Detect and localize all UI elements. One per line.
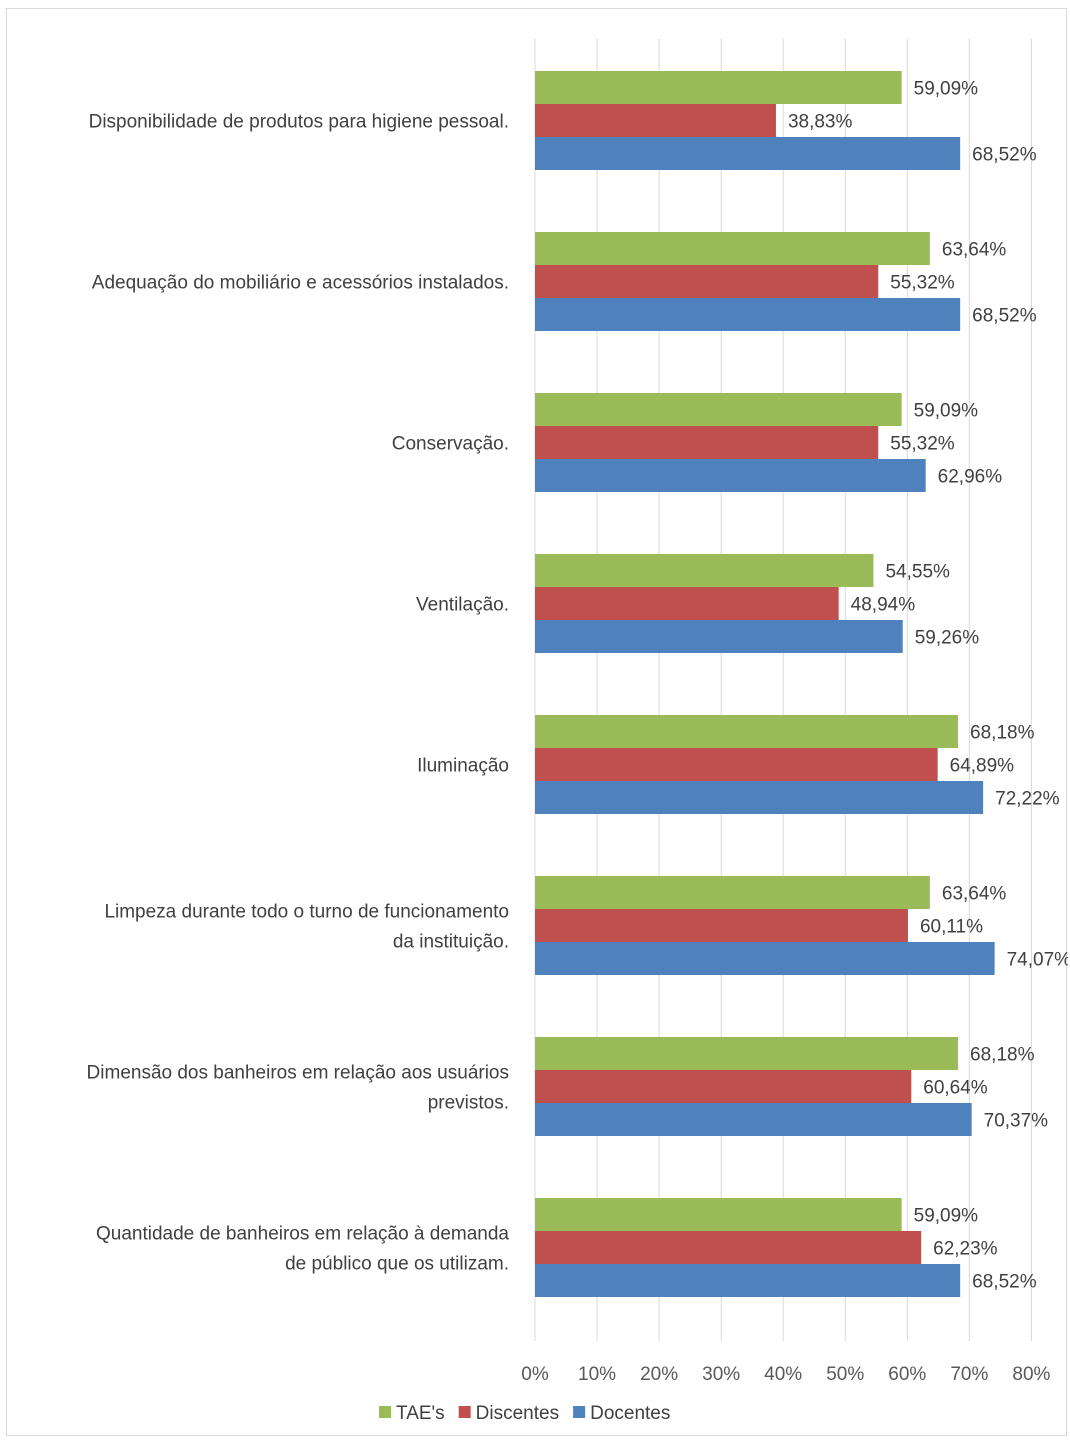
bar bbox=[535, 781, 984, 814]
category-label: Dimensão dos banheiros em relação aos us… bbox=[87, 1063, 509, 1084]
category-labels: Disponibilidade de produtos para higiene… bbox=[87, 112, 510, 1275]
bar-chart: 59,09% 38,83% 68,52% 63,64% 55,32% 68,52% 59,0… bbox=[87, 39, 1068, 1424]
data-label: 68,18% bbox=[970, 723, 1035, 744]
data-label: 60,64% bbox=[923, 1078, 988, 1099]
category-label: Quantidade de banheiros em relação à dem… bbox=[96, 1224, 509, 1245]
chart-frame: 59,09% 38,83% 68,52% 63,64% 55,32% 68,52% 59,0… bbox=[6, 8, 1068, 1436]
data-label: 70,37% bbox=[984, 1111, 1049, 1132]
category-label: de público que os utilizam. bbox=[285, 1254, 509, 1275]
data-label: 68,52% bbox=[972, 145, 1037, 166]
data-label: 68,52% bbox=[972, 306, 1037, 327]
x-tick-label: 60% bbox=[888, 1364, 926, 1385]
category-label: Iluminação bbox=[417, 756, 509, 777]
category-label: Adequação do mobiliário e acessórios ins… bbox=[92, 273, 509, 294]
x-axis-ticks: 0% 10% 20% 30% 40% 50% 60% 70% 80% bbox=[521, 1364, 1050, 1385]
data-label: 74,07% bbox=[1007, 950, 1068, 971]
data-label: 63,64% bbox=[942, 240, 1007, 261]
bars bbox=[535, 71, 995, 1297]
bar bbox=[535, 71, 902, 104]
data-label: 63,64% bbox=[942, 884, 1007, 905]
bar bbox=[535, 232, 930, 265]
bar bbox=[535, 1070, 912, 1103]
bar bbox=[535, 459, 926, 492]
x-tick-label: 80% bbox=[1012, 1364, 1050, 1385]
bar bbox=[535, 909, 908, 942]
bar bbox=[535, 748, 938, 781]
data-label: 62,96% bbox=[938, 467, 1003, 488]
bar bbox=[535, 620, 903, 653]
x-tick-label: 70% bbox=[950, 1364, 988, 1385]
bar bbox=[535, 1037, 959, 1070]
x-tick-label: 10% bbox=[578, 1364, 616, 1385]
x-tick-label: 20% bbox=[640, 1364, 678, 1385]
legend-label: Docentes bbox=[590, 1403, 670, 1424]
legend-swatch bbox=[379, 1406, 391, 1418]
category-label: Ventilação. bbox=[416, 595, 509, 616]
bar bbox=[535, 587, 839, 620]
category-label: da instituição. bbox=[393, 932, 509, 953]
data-labels: 59,09% 38,83% 68,52% 63,64% 55,32% 68,52% 59,0… bbox=[788, 79, 1068, 1293]
bar bbox=[535, 1103, 972, 1136]
bar bbox=[535, 1198, 902, 1231]
bar bbox=[535, 426, 879, 459]
data-label: 55,32% bbox=[890, 273, 955, 294]
bar bbox=[535, 1264, 961, 1297]
legend-swatch bbox=[573, 1406, 586, 1418]
data-label: 60,11% bbox=[920, 917, 983, 938]
bar bbox=[535, 942, 995, 975]
category-label: Conservação. bbox=[392, 434, 509, 455]
data-label: 72,22% bbox=[995, 789, 1060, 810]
data-label: 38,83% bbox=[788, 112, 853, 133]
bar bbox=[535, 554, 874, 587]
data-label: 48,94% bbox=[851, 595, 916, 616]
data-label: 64,89% bbox=[950, 756, 1015, 777]
legend-label: TAE's bbox=[396, 1403, 445, 1424]
x-tick-label: 40% bbox=[764, 1364, 802, 1385]
bar bbox=[535, 715, 959, 748]
category-label: previstos. bbox=[428, 1093, 509, 1114]
x-tick-label: 30% bbox=[702, 1364, 740, 1385]
data-label: 68,52% bbox=[972, 1272, 1037, 1293]
bar bbox=[535, 876, 930, 909]
x-tick-label: 50% bbox=[826, 1364, 864, 1385]
legend-label: Discentes bbox=[476, 1403, 559, 1424]
bar bbox=[535, 1231, 922, 1264]
data-label: 59,26% bbox=[915, 628, 980, 649]
bar bbox=[535, 298, 961, 331]
data-label: 59,09% bbox=[914, 79, 979, 100]
data-label: 68,18% bbox=[970, 1045, 1035, 1066]
data-label: 59,09% bbox=[914, 1206, 979, 1227]
legend-swatch bbox=[458, 1406, 471, 1418]
category-label: Limpeza durante todo o turno de funciona… bbox=[104, 902, 509, 923]
legend: TAE's Discentes Docentes bbox=[379, 1403, 670, 1424]
category-label: Disponibilidade de produtos para higiene… bbox=[89, 112, 509, 133]
data-label: 55,32% bbox=[890, 434, 955, 455]
data-label: 62,23% bbox=[933, 1239, 998, 1260]
bar bbox=[535, 393, 902, 426]
bar bbox=[535, 137, 961, 170]
data-label: 59,09% bbox=[914, 401, 979, 422]
x-tick-label: 0% bbox=[521, 1364, 549, 1385]
data-label: 54,55% bbox=[885, 562, 950, 583]
bar bbox=[535, 265, 879, 298]
bar bbox=[535, 104, 776, 137]
